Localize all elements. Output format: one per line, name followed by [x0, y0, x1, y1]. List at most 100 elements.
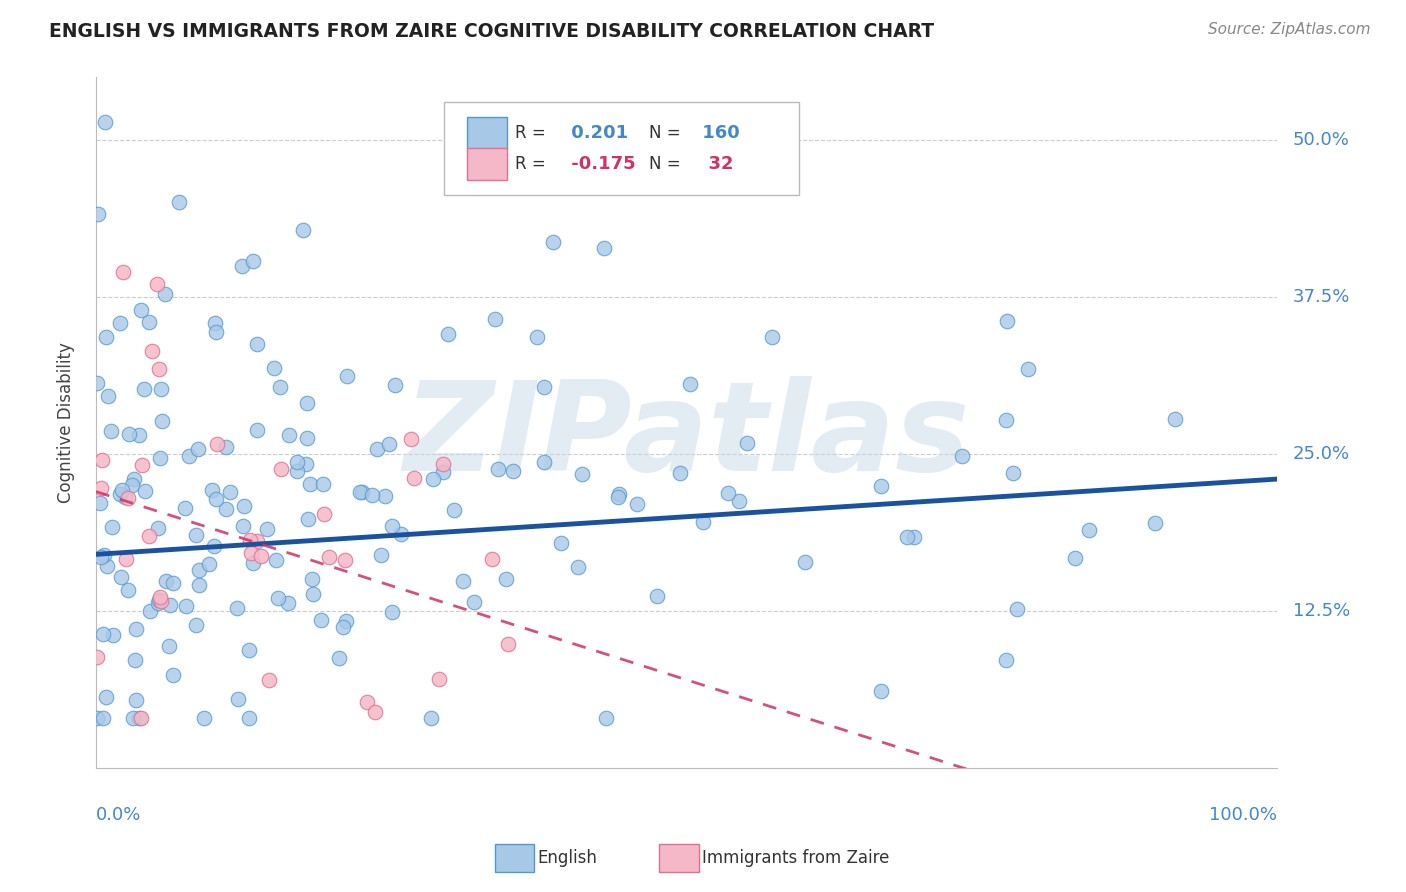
Point — [356, 695, 378, 709]
Point — [134, 483, 156, 498]
Point — [86, 650, 108, 665]
Point — [146, 520, 169, 534]
Point — [129, 303, 152, 318]
Point — [242, 556, 264, 570]
Point — [607, 486, 630, 500]
Text: Immigrants from Zaire: Immigrants from Zaire — [702, 849, 889, 867]
Point — [264, 552, 287, 566]
Point — [437, 326, 460, 341]
Text: 12.5%: 12.5% — [1292, 602, 1350, 620]
Point — [350, 485, 373, 500]
Point — [332, 619, 354, 633]
Point — [994, 653, 1017, 667]
Text: English: English — [537, 849, 598, 867]
Point — [94, 115, 117, 129]
Point — [193, 710, 215, 724]
Point — [384, 378, 406, 392]
Point — [277, 596, 299, 610]
Point — [432, 457, 454, 471]
Point — [374, 489, 396, 503]
Point — [242, 254, 264, 268]
Point — [201, 483, 224, 497]
Point — [215, 440, 238, 454]
Point — [360, 488, 382, 502]
Text: 0.0%: 0.0% — [96, 805, 142, 823]
Point — [117, 583, 139, 598]
Point — [205, 492, 228, 507]
Point — [91, 710, 114, 724]
Point — [239, 546, 262, 560]
Point — [205, 325, 228, 339]
Point — [526, 330, 548, 344]
Text: ENGLISH VS IMMIGRANTS FROM ZAIRE COGNITIVE DISABILITY CORRELATION CHART: ENGLISH VS IMMIGRANTS FROM ZAIRE COGNITI… — [49, 22, 935, 41]
Point — [232, 519, 254, 533]
Text: 37.5%: 37.5% — [1292, 288, 1350, 306]
Point — [97, 389, 120, 403]
Point — [124, 653, 146, 667]
Point — [432, 465, 454, 479]
Point — [121, 478, 143, 492]
Point — [285, 464, 308, 478]
Point — [349, 485, 371, 500]
Point — [312, 507, 335, 521]
Point — [226, 601, 249, 615]
Point — [481, 552, 503, 566]
Point — [366, 442, 388, 456]
Point — [443, 502, 465, 516]
Point — [101, 519, 124, 533]
Point — [593, 241, 616, 255]
Point — [495, 572, 517, 586]
Point — [1017, 362, 1039, 376]
Point — [294, 457, 316, 471]
Point — [118, 426, 141, 441]
Point — [496, 636, 519, 650]
Point — [378, 437, 401, 451]
Point — [794, 555, 817, 569]
Point — [297, 512, 319, 526]
Point — [184, 618, 207, 632]
Point — [381, 605, 404, 619]
Point — [301, 573, 323, 587]
Point — [114, 551, 136, 566]
Point — [226, 691, 249, 706]
Point — [328, 651, 350, 665]
Point — [122, 472, 145, 486]
Point — [381, 518, 404, 533]
Point — [451, 574, 474, 588]
Text: 25.0%: 25.0% — [1292, 445, 1350, 463]
Point — [541, 235, 564, 250]
Point — [533, 455, 555, 469]
Point — [299, 477, 322, 491]
Point — [370, 548, 392, 562]
Point — [717, 486, 740, 500]
Point — [176, 599, 198, 614]
Point — [607, 490, 630, 504]
Point — [295, 396, 318, 410]
Point — [550, 536, 572, 550]
Point — [100, 424, 122, 438]
FancyBboxPatch shape — [444, 102, 799, 194]
Text: R =: R = — [516, 154, 546, 173]
Point — [257, 673, 280, 687]
Point — [86, 710, 108, 724]
Point — [278, 428, 301, 442]
Point — [399, 433, 422, 447]
Text: N =: N = — [648, 124, 681, 142]
Point — [90, 550, 112, 565]
Point — [128, 427, 150, 442]
Point — [429, 672, 451, 686]
Point — [138, 529, 160, 543]
Point — [950, 449, 973, 463]
Point — [267, 591, 290, 606]
Point — [903, 530, 925, 544]
Text: 100.0%: 100.0% — [1209, 805, 1277, 823]
Point — [108, 316, 131, 330]
Point — [995, 313, 1018, 327]
Point — [159, 639, 181, 653]
Point — [333, 552, 356, 566]
Point — [134, 382, 156, 396]
Point — [869, 479, 891, 493]
Point — [1164, 411, 1187, 425]
Point — [364, 705, 387, 719]
Text: N =: N = — [648, 154, 681, 173]
